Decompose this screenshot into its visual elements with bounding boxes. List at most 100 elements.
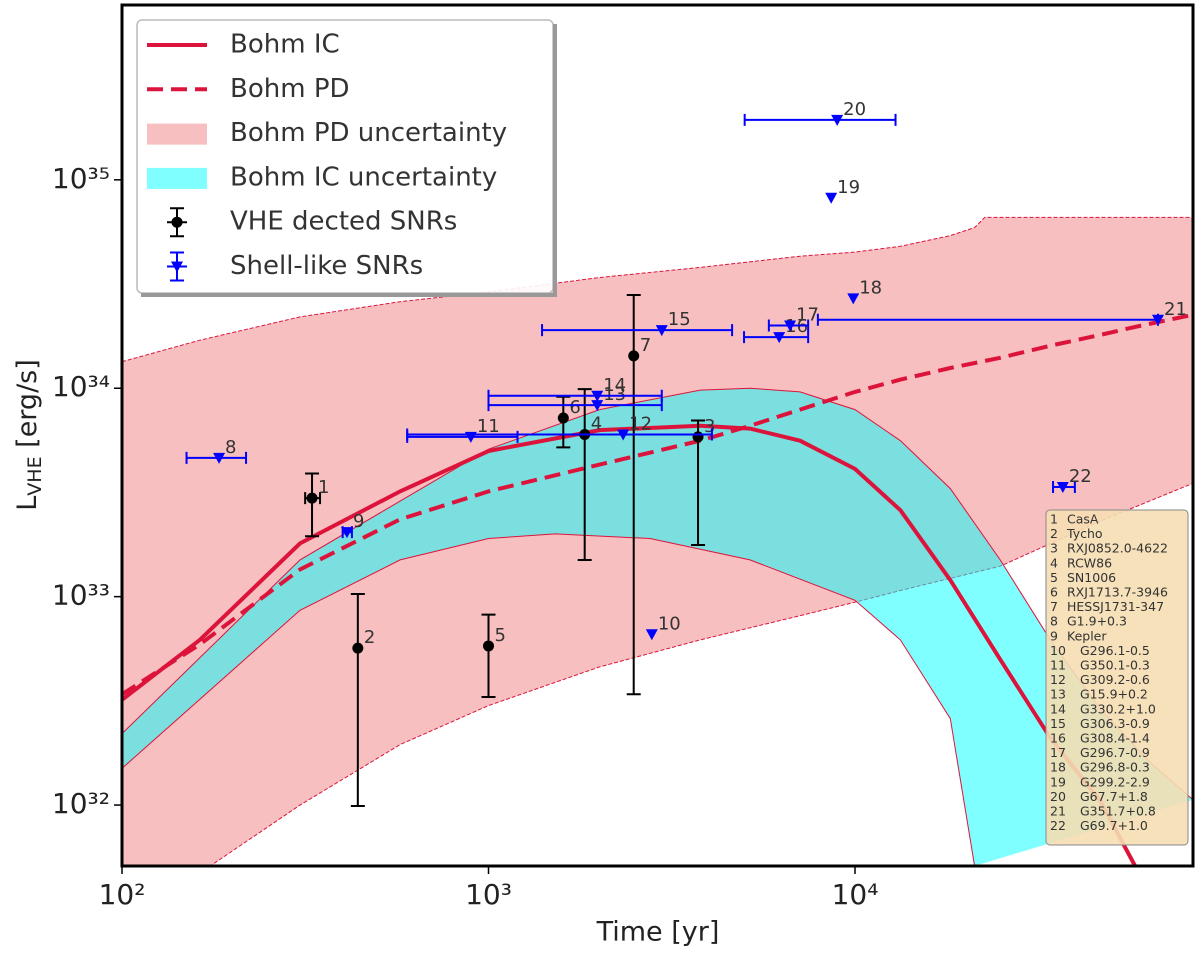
legend-swatch	[147, 167, 207, 189]
point-label: 19	[837, 177, 860, 198]
key-number: 21	[1050, 804, 1066, 819]
key-number: 19	[1050, 774, 1066, 789]
legend-swatch	[147, 123, 207, 145]
data-point	[784, 320, 797, 332]
data-point	[825, 192, 838, 204]
x-error-bar	[541, 324, 734, 337]
data-point	[1056, 481, 1069, 493]
key-name: HESSJ1731-347	[1067, 599, 1164, 614]
key-name: Kepler	[1067, 628, 1107, 643]
x-tick-label: 10⁴	[832, 878, 879, 911]
point-label: 8	[225, 437, 236, 458]
key-name: G306.3-0.9	[1080, 716, 1150, 731]
key-number: 4	[1050, 555, 1058, 570]
data-point	[645, 629, 658, 641]
legend-shadow	[553, 24, 557, 297]
plot-frame	[120, 3, 1195, 868]
data-point	[655, 325, 668, 337]
point-label: 20	[843, 99, 866, 120]
legend-label: VHE dected SNRs	[230, 207, 457, 237]
y-tick-label: 10³⁵	[52, 162, 110, 195]
point-label: 1	[318, 477, 329, 498]
y-tick-label: 10³³	[52, 579, 110, 612]
key-name: RXJ1713.7-3946	[1067, 585, 1168, 600]
key-name: G309.2-0.6	[1080, 672, 1150, 687]
point-label: 12	[629, 413, 652, 434]
data-point	[847, 293, 860, 305]
point-label: 18	[859, 277, 882, 298]
key-name: RCW86	[1067, 555, 1112, 570]
key-number: 20	[1050, 789, 1066, 804]
y-error-bar	[305, 472, 320, 538]
point-label: 13	[603, 384, 626, 405]
key-name: Tycho	[1066, 526, 1103, 541]
x-axis-label: Time [yr]	[596, 917, 720, 948]
legend-marker	[171, 261, 183, 273]
key-number: 10	[1050, 643, 1066, 658]
data-point	[306, 492, 318, 504]
point-label: 3	[704, 416, 715, 437]
legend-shadow	[141, 293, 557, 297]
y-error-bar	[626, 294, 641, 696]
point-label: 5	[495, 625, 506, 646]
x-tick-label: 10²	[99, 878, 146, 911]
key-name: G330.2+1.0	[1080, 701, 1156, 716]
point-label: 4	[591, 413, 602, 434]
key-name: G299.2-2.9	[1080, 774, 1150, 789]
key-number: 12	[1050, 672, 1066, 687]
key-number: 11	[1050, 658, 1066, 673]
x-error-bar	[743, 113, 897, 126]
key-number: 8	[1050, 614, 1058, 629]
y-error-bar	[577, 388, 592, 561]
legend-label: Bohm PD	[230, 74, 350, 104]
key-name: G350.1-0.3	[1080, 658, 1150, 673]
key-name: G67.7+1.8	[1080, 789, 1148, 804]
data-point	[591, 390, 604, 402]
key-number: 15	[1050, 716, 1066, 731]
data-point	[692, 431, 704, 443]
point-label: 11	[477, 416, 500, 437]
data-point	[483, 640, 495, 652]
y-label-unit: [erg/s]	[12, 359, 43, 456]
band-edge	[122, 533, 976, 866]
legend-label: Shell-like SNRs	[230, 251, 423, 281]
x-error-bar	[406, 428, 713, 441]
key-number: 22	[1050, 818, 1066, 833]
data-point	[773, 332, 786, 344]
key-number: 7	[1050, 599, 1058, 614]
y-label-sub: VHE	[24, 456, 46, 495]
key-number: 17	[1050, 745, 1066, 760]
point-label: 22	[1069, 466, 1092, 487]
x-error-bar	[487, 389, 663, 402]
y-tick-label: 10³⁴	[52, 370, 110, 403]
point-label: 10	[658, 613, 681, 634]
key-number: 1	[1050, 512, 1058, 527]
x-tick-label: 10³	[465, 878, 512, 911]
data-point	[591, 400, 604, 412]
y-error-bar	[481, 613, 496, 698]
key-number: 3	[1050, 541, 1058, 556]
legend-label: Bohm PD uncertainty	[230, 118, 507, 148]
data-point	[628, 350, 640, 362]
data-point	[831, 114, 844, 126]
legend-label: Bohm IC	[230, 30, 340, 60]
key-name: G69.7+1.0	[1080, 818, 1148, 833]
key-name: G308.4-1.4	[1080, 731, 1150, 746]
key-number: 9	[1050, 628, 1058, 643]
data-point	[557, 412, 569, 424]
data-point	[213, 452, 226, 464]
model-curve	[122, 312, 1193, 696]
key-number: 18	[1050, 760, 1066, 775]
y-error-bar	[350, 592, 365, 807]
key-number: 2	[1050, 526, 1058, 541]
point-label: 9	[353, 511, 364, 532]
point-label: 2	[364, 627, 375, 648]
key-number: 16	[1050, 731, 1066, 746]
key-name: G351.7+0.8	[1080, 804, 1156, 819]
key-name: G296.8-0.3	[1080, 760, 1150, 775]
point-label: 17	[796, 304, 819, 325]
key-name: G296.1-0.5	[1080, 643, 1150, 658]
key-name: RXJ0852.0-4622	[1067, 541, 1168, 556]
key-number: 14	[1050, 701, 1066, 716]
